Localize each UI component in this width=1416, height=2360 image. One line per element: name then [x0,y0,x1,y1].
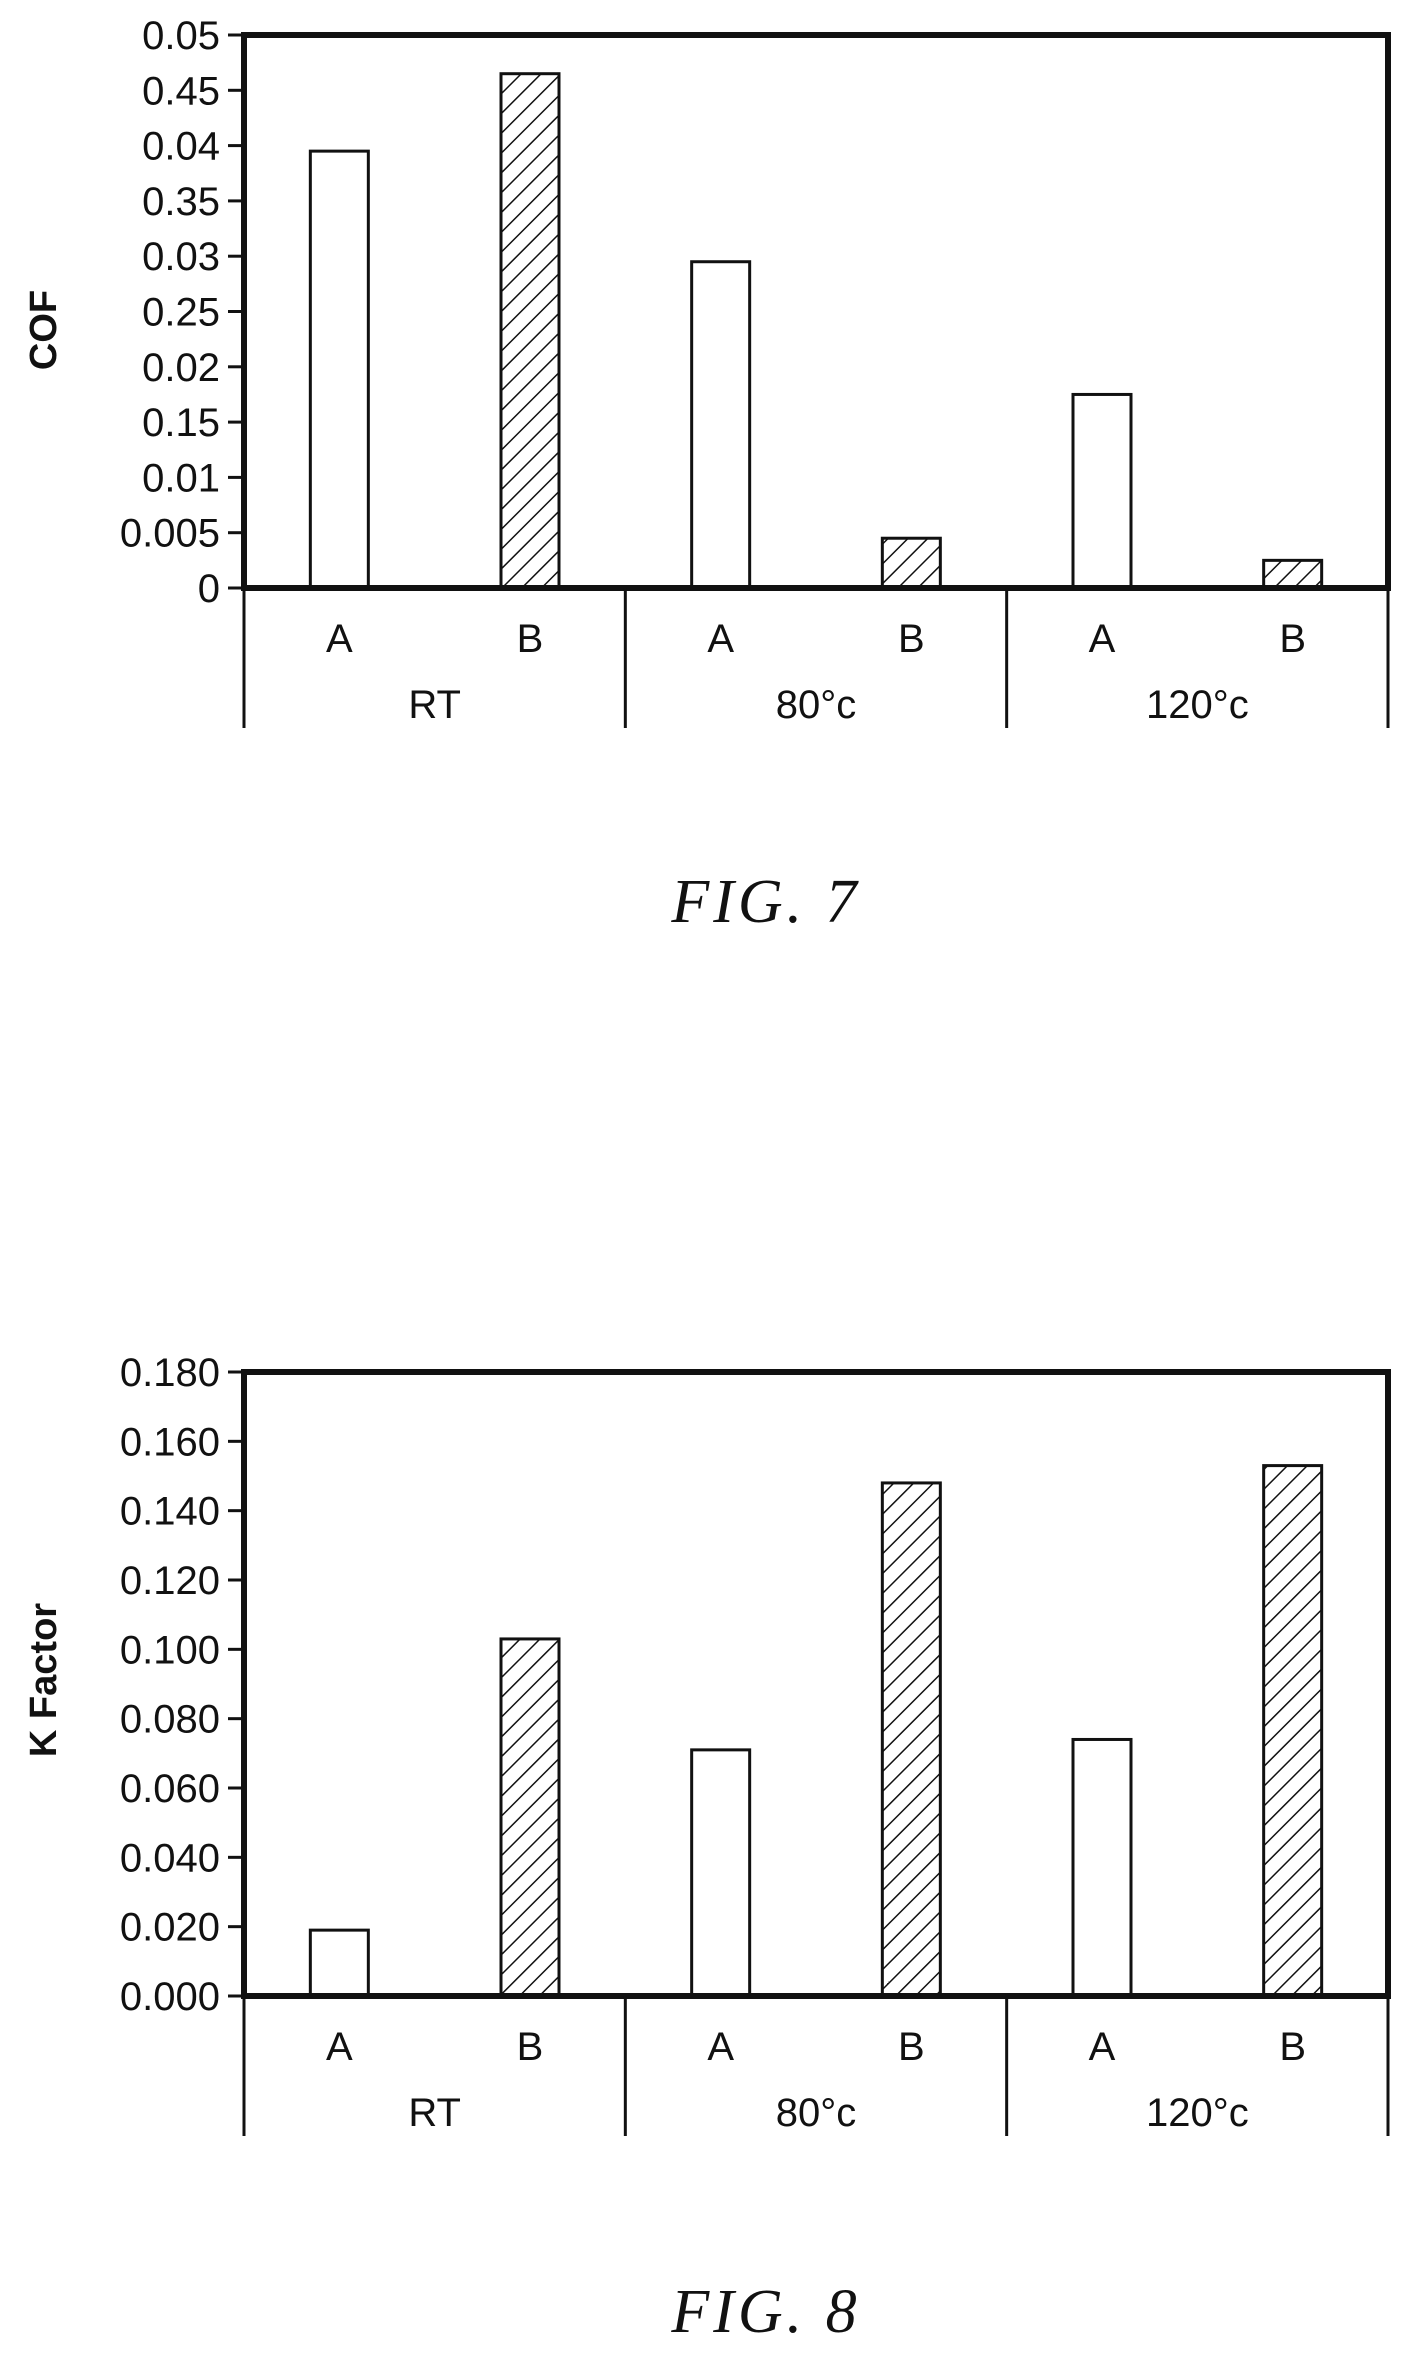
y-tick-label: 0.080 [120,1698,220,1742]
category-label: A [707,2025,734,2069]
bar-80c-A [690,260,752,590]
group-label: 120°c [1146,683,1249,727]
fig8-plot-frame [241,1369,1391,1999]
chart-fig8: K Factor 0.0000.0200.0400.0600.0800.1000… [23,1351,1391,2346]
fig7-bars [308,72,1324,590]
category-label: A [1089,2025,1116,2069]
group-label: 80°c [776,683,857,727]
y-tick-label: 0.01 [142,456,220,500]
y-tick-label: 0.140 [120,1490,220,1534]
bar-120c-A [1071,392,1133,590]
y-tick-label: 0.03 [142,235,220,279]
category-label: B [517,617,544,661]
group-label: 80°c [776,2091,857,2135]
fig8-bars [308,1464,1324,1998]
bar-RT-A [308,149,370,590]
y-tick-label: 0.15 [142,401,220,445]
y-tick-label: 0.100 [120,1628,220,1672]
group-label: RT [408,2091,461,2135]
bar-RT-A [308,1928,370,1998]
y-tick-label: 0.120 [120,1559,220,1603]
category-label: A [326,2025,353,2069]
fig8-ylabel: K Factor [23,1603,65,1757]
y-tick-label: 0 [198,567,220,611]
category-label: B [898,2025,925,2069]
chart-fig7: COF 0 0.005 0.01 0.15 0.02 0.25 0.03 0.35 0.04 0.… [23,14,1391,936]
y-tick-label: 0.35 [142,180,220,224]
category-label: A [707,617,734,661]
bar-RT-B [499,1637,561,1998]
group-label: 120°c [1146,2091,1249,2135]
y-tick-label: 0.000 [120,1975,220,2019]
category-label: B [1279,617,1306,661]
fig8-caption: FIG. 8 [670,2278,860,2346]
bar-80c-A [690,1748,752,1998]
y-tick-label: 0.020 [120,1906,220,1950]
fig7-plot-frame [241,32,1391,591]
y-tick-label: 0.040 [120,1836,220,1880]
bar-120c-B [1262,1464,1324,1998]
y-tick-label: 0.160 [120,1420,220,1464]
category-label: B [1279,2025,1306,2069]
y-tick-label: 0.180 [120,1351,220,1395]
bar-120c-A [1071,1737,1133,1998]
bar-80c-B [880,1481,942,1998]
y-tick-label: 0.060 [120,1767,220,1811]
fig8-x-axis: A B RT A B 80°c A B 120°c [242,1996,1390,2136]
y-tick-label: 0.005 [120,512,220,556]
category-label: B [898,617,925,661]
y-tick-label: 0.04 [142,125,220,169]
fig7-x-axis: A B RT A B 80°c A B 120°c [242,588,1390,728]
fig8-y-ticks: 0.000 0.020 0.040 0.060 0.080 0.100 0.120 0.140… [120,1351,244,2019]
bar-80c-B [880,536,942,590]
bar-120c-B [1262,558,1324,590]
category-label: A [326,617,353,661]
fig7-ylabel: COF [23,290,65,370]
fig7-y-ticks: 0 0.005 0.01 0.15 0.02 0.25 0.03 0.35 0.04 0.45 0.… [120,14,244,611]
bar-RT-B [499,72,561,590]
category-label: B [517,2025,544,2069]
y-tick-label: 0.45 [142,69,220,113]
group-label: RT [408,683,461,727]
fig7-caption: FIG. 7 [670,868,860,936]
y-tick-label: 0.05 [142,14,220,58]
y-tick-label: 0.25 [142,291,220,335]
y-tick-label: 0.02 [142,346,220,390]
category-label: A [1089,617,1116,661]
